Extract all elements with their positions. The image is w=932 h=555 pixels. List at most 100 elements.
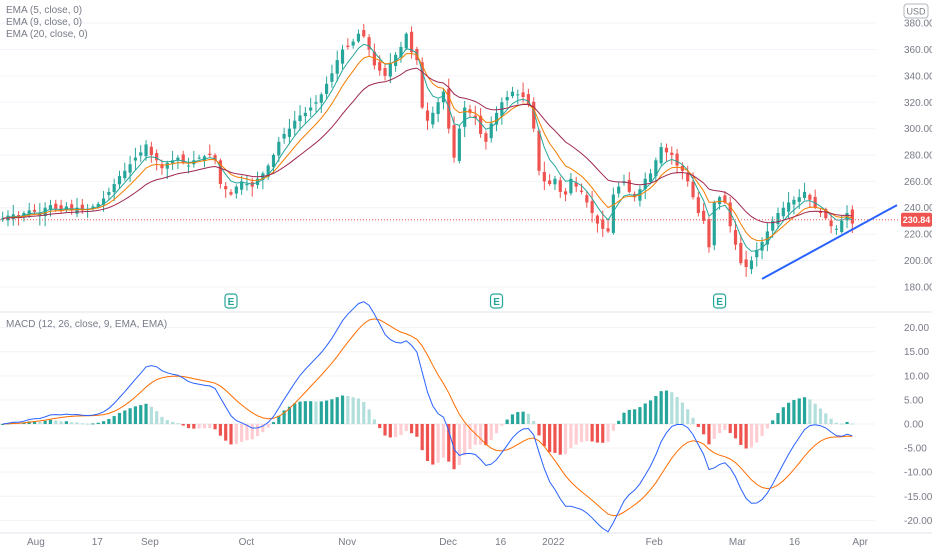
macd-hist-bar [792, 399, 796, 424]
candle-body [659, 147, 663, 164]
macd-hist-bar [850, 423, 854, 425]
macd-hist-bar [436, 424, 440, 463]
legend-ema5[interactable]: EMA (5, close, 0) [6, 5, 82, 16]
candle-body [686, 172, 690, 182]
time-tick-label: 17 [92, 537, 104, 548]
candle-body [399, 46, 403, 57]
candle-body [840, 220, 844, 233]
price-tick-label: 200.00 [904, 256, 932, 267]
candle-body [133, 157, 138, 161]
macd-hist-bar [787, 402, 791, 424]
macd-hist-bar [760, 424, 764, 437]
macd-axis[interactable]: -20.00 -15.00 -10.00 -5.00 0.00 5.00 10.00 15.0… [904, 323, 932, 527]
macd-hist-bar [420, 424, 424, 451]
candle-body [654, 160, 658, 177]
time-tick-label: Feb [646, 537, 664, 548]
candle-body [32, 209, 37, 212]
macd-hist-bar [309, 401, 313, 424]
earnings-marker: E [489, 293, 504, 309]
candle-body [776, 213, 780, 225]
price-tick-label: 220.00 [904, 230, 932, 241]
legend-ema9[interactable]: EMA (9, close, 0) [6, 17, 82, 28]
candle-body [473, 115, 477, 119]
candle-body [707, 219, 711, 248]
candle-body [123, 170, 127, 179]
macd-hist-bar [670, 392, 674, 424]
macd-tick-label: 5.00 [904, 395, 924, 406]
candle-body [834, 228, 839, 230]
candle-body [218, 160, 222, 184]
time-axis[interactable]: Aug 17 Sep Oct Nov Dec 16 2022 Feb Mar 16 Apr [0, 532, 932, 548]
candle-body [404, 33, 408, 49]
candle-body [59, 205, 63, 211]
macd-hist-bar [96, 422, 100, 424]
candle-body [181, 154, 185, 163]
candle-body [760, 242, 764, 251]
candle-body [717, 197, 722, 205]
macd-hist-bar [298, 401, 302, 424]
macd-hist-bar [372, 419, 376, 424]
price-tick-label: 380.00 [904, 19, 932, 30]
macd-hist-bar [319, 401, 323, 424]
macd-hist-bar [617, 420, 621, 424]
macd-hist-bar [234, 424, 238, 445]
candle-body [468, 109, 472, 113]
trendline-group[interactable] [761, 204, 898, 280]
candle-body [431, 112, 435, 125]
candle-body [569, 178, 573, 194]
macd-hist-bar [834, 422, 839, 424]
macd-hist-bar [160, 416, 164, 424]
candle-body [54, 203, 58, 210]
candle-body [771, 220, 775, 231]
macd-hist-bar [468, 424, 472, 449]
macd-hist-bar [813, 403, 817, 424]
time-tick-label: Apr [852, 537, 868, 548]
candle-body [409, 31, 414, 53]
macd-hist-bar [133, 406, 138, 424]
macd-hist-bar [664, 390, 669, 424]
candle-body [712, 202, 716, 246]
macd-hist-bar [553, 424, 557, 453]
candle-body [611, 194, 615, 233]
candle-body [340, 49, 345, 64]
macd-hist-bar [86, 423, 90, 425]
macd-hist-bar [394, 424, 398, 437]
legend-macd[interactable]: MACD (12, 26, close, 9, EMA, EMA) [6, 319, 167, 330]
macd-hist-bar [186, 424, 191, 429]
macd-hist-bar [702, 424, 706, 435]
macd-hist-bar [383, 424, 387, 436]
legend-ema20[interactable]: EMA (20, close, 0) [6, 29, 88, 40]
price-axis[interactable]: 180.00 200.00 220.00 240.00 260.00 280.00 300.… [904, 19, 932, 294]
macd-hist-bar [325, 400, 329, 424]
candle-body [351, 41, 355, 46]
candle-body [452, 125, 456, 158]
macd-tick-label: 15.00 [904, 347, 929, 358]
candle-body [797, 197, 801, 202]
candle-body [521, 92, 525, 97]
currency-badge[interactable]: USD [903, 3, 929, 19]
macd-hist-bar [340, 395, 345, 424]
candle-body [627, 179, 631, 192]
candle-body [309, 107, 313, 111]
candle-body [489, 123, 493, 139]
candle-body [388, 62, 392, 77]
macd-hist-bar [500, 424, 504, 426]
earnings-label: E [716, 297, 723, 308]
macd-hist-bar [691, 417, 695, 424]
time-tick-label: Nov [338, 537, 356, 548]
candle-body [362, 30, 366, 37]
price-tick-label: 240.00 [904, 203, 932, 214]
macd-hist-bar [542, 424, 546, 447]
price-candles[interactable] [1, 24, 854, 277]
candle-body [303, 112, 307, 117]
macd-hist-bar [335, 397, 339, 424]
candle-body [537, 130, 541, 171]
macd-grid [0, 311, 932, 521]
macd-hist-bar [840, 423, 844, 425]
candle-body [101, 198, 106, 205]
macd-hist-bar [255, 424, 260, 437]
macd-hist-bar [404, 424, 408, 431]
macd-hist-bar [43, 420, 47, 424]
